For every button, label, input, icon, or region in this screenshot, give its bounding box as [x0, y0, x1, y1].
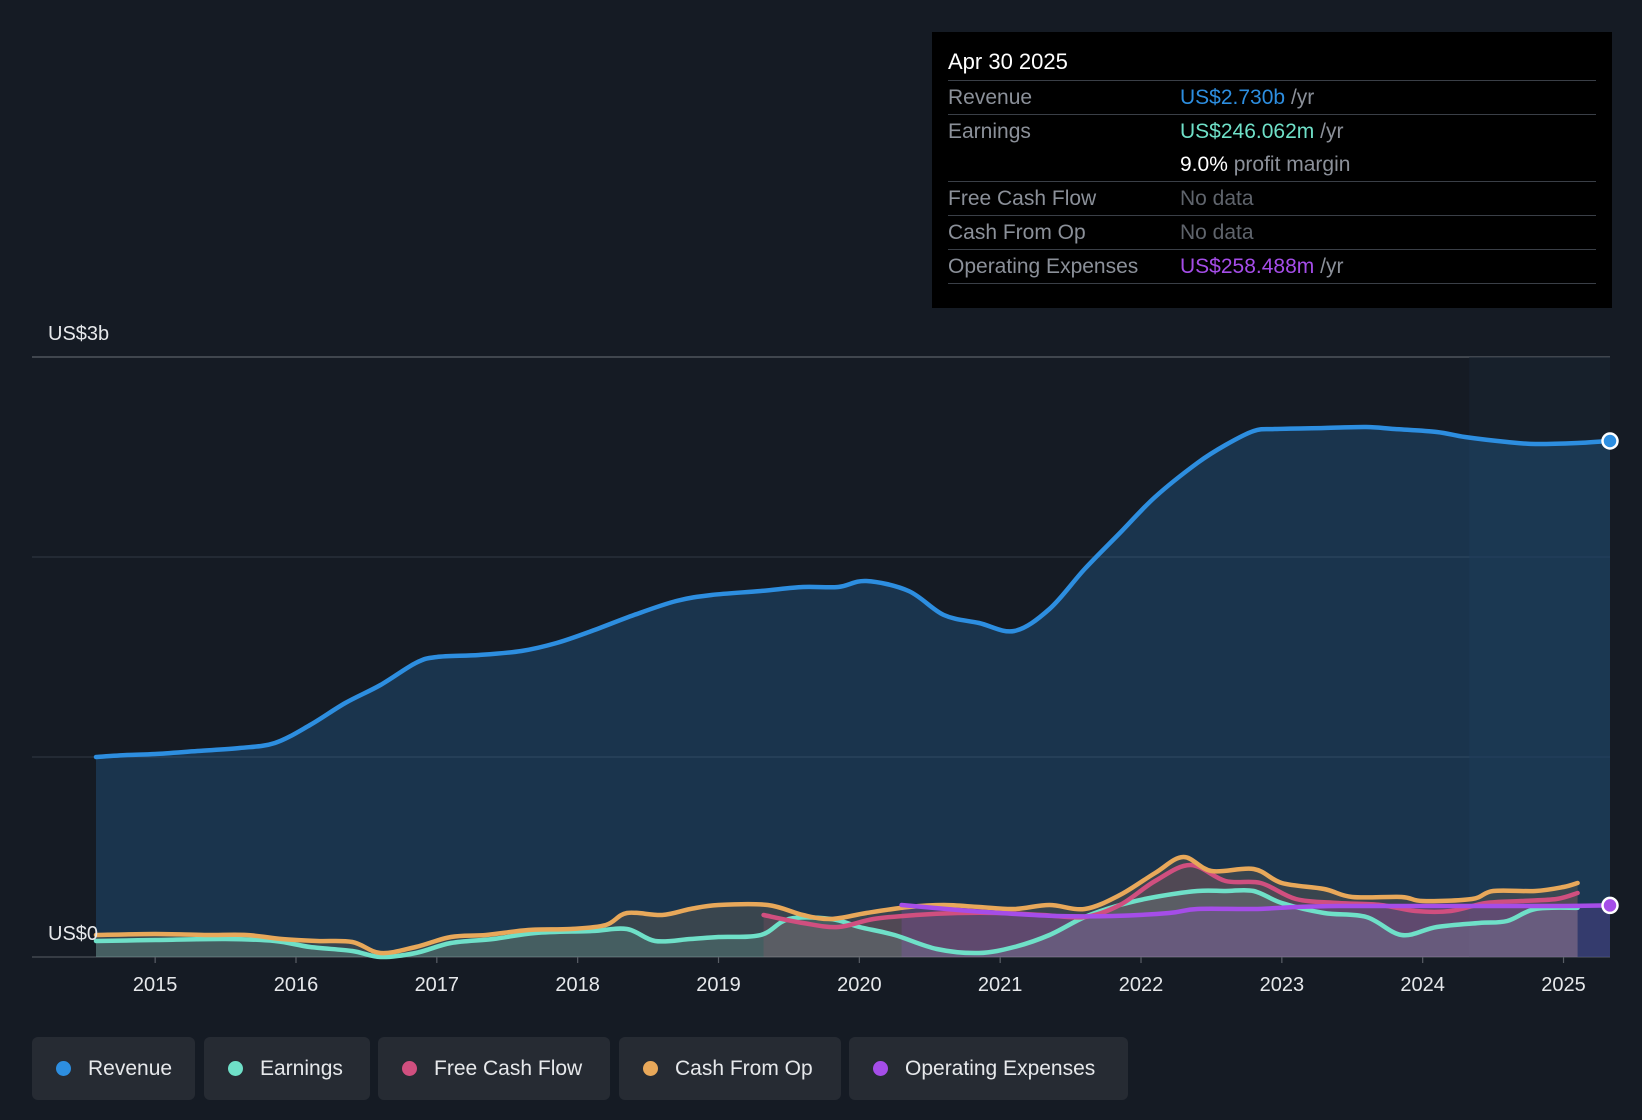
tooltip-row-earnings: Earnings US$246.062m /yr — [948, 114, 1596, 148]
legend-item-cash-from-op[interactable]: Cash From Op — [619, 1037, 841, 1100]
line-operating-expenses — [899, 902, 1613, 919]
tooltip-value-cfo: No data — [1180, 221, 1254, 244]
series-lines — [93, 424, 1613, 960]
legend-dot-revenue — [56, 1061, 71, 1076]
tooltip-unit-opex: /yr — [1320, 255, 1344, 278]
tooltip-value-opex: US$258.488m — [1180, 255, 1315, 278]
series-areas — [96, 426, 1610, 958]
tooltip-value-revenue: US$2.730b — [1180, 86, 1286, 109]
tooltip-label-fcf: Free Cash Flow — [948, 187, 1097, 210]
x-tick-label: 2024 — [1400, 974, 1445, 996]
legend-label-cash-from-op: Cash From Op — [675, 1057, 813, 1080]
end-marker-revenue — [1601, 432, 1619, 450]
legend-dot-earnings — [228, 1061, 243, 1076]
x-tick-label: 2019 — [696, 974, 741, 996]
tooltip-unit-revenue: /yr — [1290, 86, 1315, 109]
area-cash-from-op — [96, 856, 1578, 957]
legend-dot-cash-from-op — [643, 1061, 658, 1076]
x-tick-label: 2016 — [274, 974, 319, 996]
legend-dot-operating-expenses — [873, 1061, 888, 1076]
tooltip-value-margin: 9.0% — [1180, 153, 1228, 176]
area-revenue — [96, 426, 1610, 957]
line-cash-from-op — [93, 854, 1580, 956]
legend-item-earnings[interactable]: Earnings — [204, 1037, 370, 1100]
y-axis-label-bottom: US$0 — [48, 923, 98, 945]
end-marker-operating-expenses — [1601, 896, 1619, 915]
tooltip-label-opex: Operating Expenses — [948, 255, 1139, 278]
x-tick-label: 2015 — [133, 974, 178, 996]
tooltip-row-fcf: Free Cash Flow No data — [948, 181, 1596, 215]
x-tick-label: 2025 — [1541, 974, 1586, 996]
tooltip-value-earnings: US$246.062m — [1180, 120, 1315, 143]
line-free-cash-flow — [761, 862, 1580, 930]
tooltip-date: Apr 30 2025 — [948, 49, 1068, 74]
legend-item-free-cash-flow[interactable]: Free Cash Flow — [378, 1037, 610, 1100]
tooltip-row-margin: 9.0% profit margin — [948, 148, 1596, 181]
tooltip-label-revenue: Revenue — [948, 86, 1033, 109]
tooltip-label-earnings: Earnings — [948, 120, 1031, 143]
legend-item-operating-expenses[interactable]: Operating Expenses — [849, 1037, 1128, 1100]
x-tick-label: 2021 — [978, 974, 1023, 996]
tooltip-row-cfo: Cash From Op No data — [948, 215, 1596, 249]
tooltip-row-opex: Operating Expenses US$258.488m /yr — [948, 249, 1596, 284]
tooltip: Apr 30 2025 Revenue US$2.730b /yr Earnin… — [932, 32, 1612, 308]
end-markers — [1601, 432, 1619, 915]
line-revenue — [93, 424, 1613, 760]
grid — [32, 356, 1610, 958]
y-axis-label-top: US$3b — [48, 323, 109, 345]
x-tick-label: 2018 — [555, 974, 600, 996]
tooltip-unit-margin: profit margin — [1233, 153, 1351, 176]
line-earnings — [93, 887, 1580, 960]
x-tick-label: 2020 — [837, 974, 882, 996]
x-tick-label: 2023 — [1260, 974, 1305, 996]
legend-dot-free-cash-flow — [402, 1061, 417, 1076]
legend-label-revenue: Revenue — [88, 1057, 173, 1080]
tooltip-label-cfo: Cash From Op — [948, 221, 1086, 244]
tooltip-row-revenue: Revenue US$2.730b /yr — [948, 80, 1596, 114]
x-tick-label: 2022 — [1119, 974, 1164, 996]
x-tick-label: 2017 — [415, 974, 460, 996]
highlight-band — [1469, 357, 1610, 957]
legend-label-free-cash-flow: Free Cash Flow — [434, 1057, 583, 1080]
tooltip-unit-earnings: /yr — [1320, 120, 1344, 143]
legend-label-earnings: Earnings — [260, 1057, 343, 1080]
tooltip-value-fcf: No data — [1180, 187, 1254, 210]
x-axis-ticks: 2015 2016 2017 2018 2019 2020 2021 2022 2023 2024… — [133, 957, 1586, 996]
legend-label-operating-expenses: Operating Expenses — [905, 1057, 1096, 1080]
legend-item-revenue[interactable]: Revenue — [32, 1037, 195, 1100]
